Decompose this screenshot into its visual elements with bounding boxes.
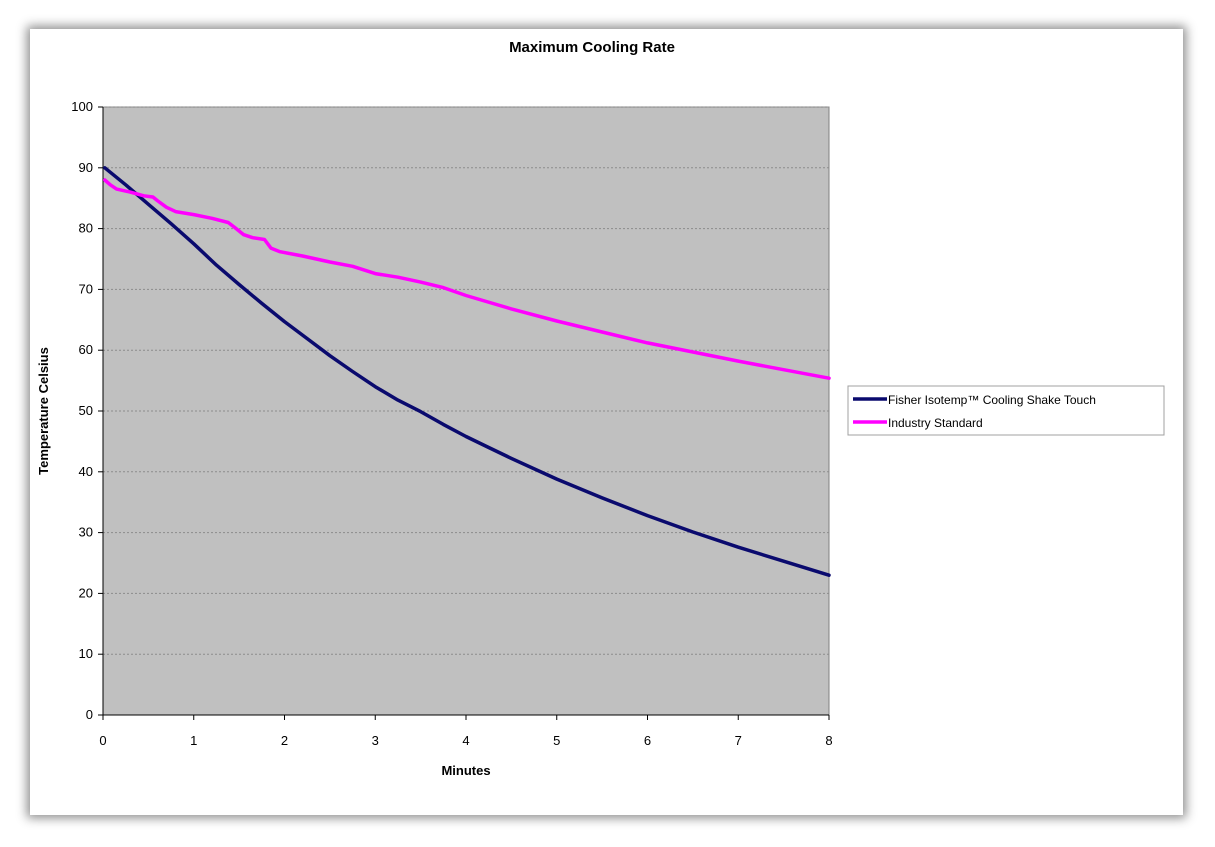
y-tick-label-10: 10: [79, 646, 93, 661]
x-tick-label-2: 2: [281, 733, 288, 748]
legend-label-1: Fisher Isotemp™ Cooling Shake Touch: [888, 393, 1096, 407]
x-tick-label-6: 6: [644, 733, 651, 748]
x-axis-label: Minutes: [441, 763, 490, 778]
y-tick-label-30: 30: [79, 525, 93, 540]
y-tick-label-50: 50: [79, 403, 93, 418]
axes: [102, 107, 829, 716]
y-tick-label-0: 0: [86, 707, 93, 722]
y-tick-label-60: 60: [79, 342, 93, 357]
x-tick-label-0: 0: [99, 733, 106, 748]
y-tick-label-40: 40: [79, 464, 93, 479]
x-tick-label-8: 8: [825, 733, 832, 748]
y-tick-label-70: 70: [79, 281, 93, 296]
series-line-1: [103, 166, 831, 577]
series-lines: [103, 166, 831, 577]
legend: Fisher Isotemp™ Cooling Shake Touch Indus…: [847, 385, 1165, 436]
x-tick-label-5: 5: [553, 733, 560, 748]
gridlines: [98, 106, 830, 720]
y-tick-label-90: 90: [79, 160, 93, 175]
x-tick-label-7: 7: [735, 733, 742, 748]
legend-label-2: Industry Standard: [888, 416, 983, 430]
chart-title: Maximum Cooling Rate: [509, 39, 675, 56]
series-line-2: [103, 178, 831, 380]
y-axis-label: Temperature Celsius: [36, 347, 51, 475]
legend-box: [847, 385, 1165, 436]
x-tick-labels: 0 1 2 3 4 5 6 7 8: [99, 733, 832, 748]
y-tick-label-100: 100: [71, 99, 93, 114]
x-tick-label-4: 4: [462, 733, 469, 748]
y-tick-labels: 0 10 20 30 40 50 60 70 80 90 100: [71, 99, 93, 722]
y-tick-label-80: 80: [79, 221, 93, 236]
x-tick-label-1: 1: [190, 733, 197, 748]
x-tick-label-3: 3: [372, 733, 379, 748]
y-tick-label-20: 20: [79, 585, 93, 600]
